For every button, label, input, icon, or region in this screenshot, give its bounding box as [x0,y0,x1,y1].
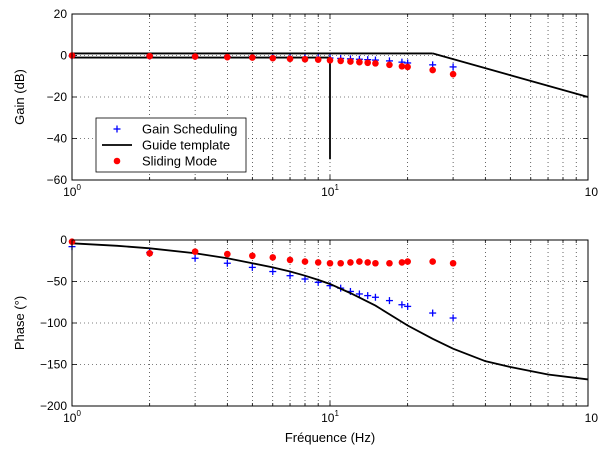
marker-dot [146,52,153,60]
plot-frame [71,239,589,407]
marker-plus [385,297,393,305]
y-tick-label: −150 [40,358,67,372]
marker-dot [398,259,406,266]
marker-dot [347,259,354,266]
marker-plus [269,268,277,276]
marker-dot [224,53,231,61]
marker-dot [449,259,457,267]
marker-plus [429,309,437,317]
y-tick-label: −40 [47,132,68,146]
marker-dot [404,63,411,71]
marker-plus [223,259,231,267]
marker-plus [449,314,457,322]
legend-label: Sliding Mode [142,154,217,169]
marker-dot [249,252,256,260]
y-tick-label: −20 [47,90,68,104]
marker-plus [398,301,406,309]
marker-dot [337,57,344,65]
marker-dot [314,259,322,266]
marker-dot [314,56,322,63]
marker-dot [372,60,379,67]
marker-dot [326,259,334,267]
marker-dot [224,250,231,258]
y-tick-label: −60 [47,173,68,187]
marker-dot [326,56,334,64]
x-tick-label: 10 [585,411,599,425]
marker-dot [249,54,256,61]
marker-dot [356,58,363,66]
series-line [71,242,589,381]
y-axis-label: Phase (°) [12,296,27,350]
x-tick-label: 101 [321,409,339,425]
marker-plus [113,125,121,133]
x-tick-label: 100 [63,409,81,425]
legend-label: Gain Scheduling [142,122,237,137]
x-tick-label: 100 [63,183,81,199]
marker-dot [113,157,121,165]
marker-dot [347,58,354,65]
marker-dot [429,66,436,74]
marker-plus [371,293,379,301]
y-tick-label: −50 [47,275,68,289]
y-tick-label: 0 [60,49,67,63]
marker-plus [248,263,256,271]
marker-plus [449,63,457,71]
y-axis-label: Gain (dB) [12,69,27,125]
marker-dot [372,259,379,267]
series-group [68,238,589,381]
legend-label: Guide template [142,138,230,153]
marker-dot [301,258,309,265]
marker-plus [301,275,309,283]
plot-frame [71,13,589,181]
marker-dot [286,55,294,63]
x-tick-label: 101 [321,183,339,199]
marker-dot [429,258,436,265]
marker-plus [191,254,199,262]
marker-dot [364,259,372,266]
marker-dot [404,258,411,265]
marker-dot [398,62,406,70]
y-tick-label: 20 [54,7,68,21]
marker-plus [355,290,363,298]
series-guide-template [71,242,589,381]
x-axis-label: Fréquence (Hz) [285,430,375,445]
marker-dot [286,256,294,264]
marker-dot [337,259,344,267]
marker-dot [364,59,372,67]
marker-plus [286,272,294,280]
marker-dot [356,258,363,265]
series-gain-scheduling [68,243,457,322]
y-tick-label: −200 [40,399,67,413]
x-tick-label: 10 [585,185,599,199]
marker-dot [386,259,393,267]
y-tick-label: 0 [60,233,67,247]
marker-dot [191,53,199,60]
marker-plus [404,302,412,310]
series-line [432,52,589,98]
marker-dot [146,249,153,257]
series-group [68,52,589,160]
series-sliding-mode [68,238,457,267]
series-gain-scheduling [68,52,457,71]
marker-dot [301,55,309,63]
marker-plus [364,292,372,300]
marker-dot [191,248,199,255]
marker-dot [449,70,457,78]
marker-dot [386,61,393,69]
series-sliding-mode [68,52,457,78]
marker-dot [269,54,277,62]
marker-dot [269,254,277,261]
y-tick-label: −100 [40,316,67,330]
